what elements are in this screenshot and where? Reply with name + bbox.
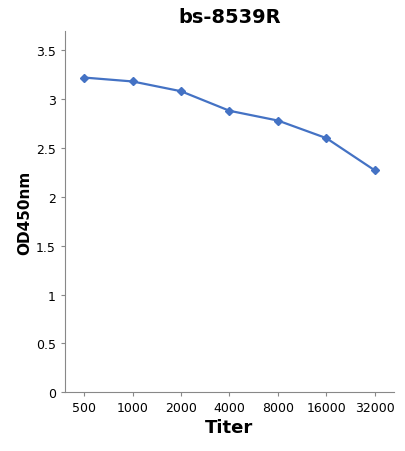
X-axis label: Titer: Titer — [205, 419, 253, 437]
Title: bs-8539R: bs-8539R — [178, 8, 280, 27]
Y-axis label: OD450nm: OD450nm — [17, 170, 32, 254]
